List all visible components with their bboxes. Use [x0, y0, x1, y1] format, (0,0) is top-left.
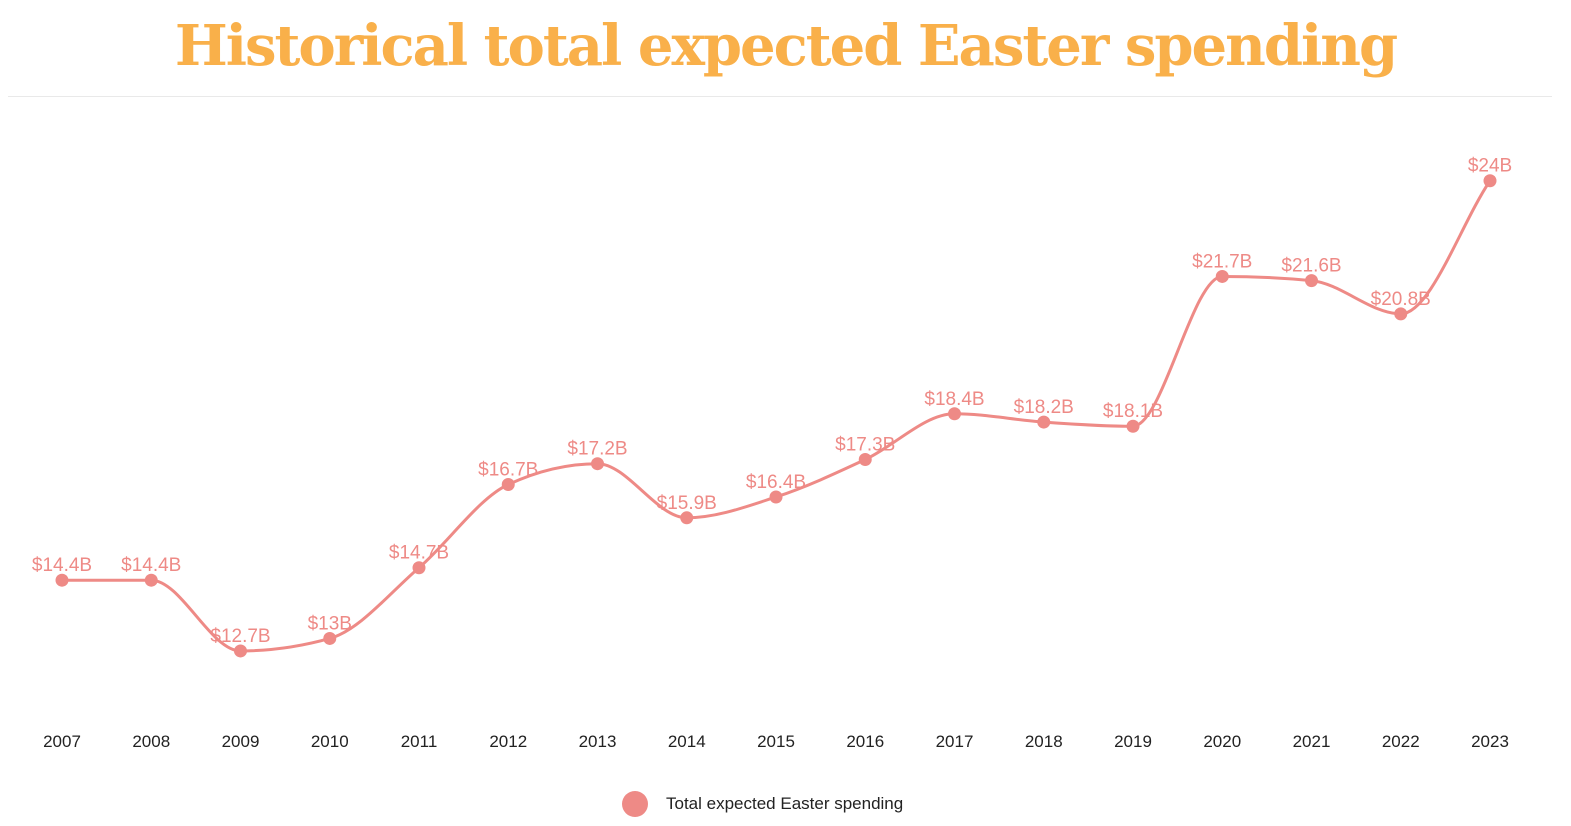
x-tick-label-2011: 2011 — [401, 732, 438, 751]
legend-swatch-icon — [622, 791, 648, 817]
data-point-2019[interactable] — [1126, 419, 1140, 433]
data-point-2017[interactable] — [948, 407, 961, 421]
data-label-2019: $18.1B — [1103, 401, 1163, 422]
data-point-2008[interactable] — [144, 573, 158, 587]
point-layer — [55, 174, 1497, 658]
data-point-2015[interactable] — [769, 490, 783, 504]
x-tick-label-2009: 2009 — [222, 732, 260, 751]
series-line — [60, 179, 1492, 653]
data-label-2018: $18.2B — [1014, 397, 1074, 418]
legend[interactable]: Total expected Easter spending — [622, 790, 903, 818]
data-label-2015: $16.4B — [746, 472, 806, 493]
data-label-2010: $13B — [308, 613, 352, 634]
data-point-2023[interactable] — [1483, 174, 1497, 188]
data-point-2013[interactable] — [591, 457, 604, 471]
data-point-2009[interactable] — [234, 644, 247, 658]
data-label-2022: $20.8B — [1371, 289, 1431, 310]
x-axis: 2007 2008 2009 2010 2011 2012 2013 2014 2015 2016… — [43, 732, 1509, 751]
data-label-2023: $24B — [1468, 156, 1512, 177]
data-point-2020[interactable] — [1215, 269, 1229, 283]
legend-label: Total expected Easter spending — [666, 794, 904, 813]
data-point-2021[interactable] — [1305, 274, 1318, 288]
data-label-2008: $14.4B — [121, 555, 181, 576]
x-tick-label-2014: 2014 — [668, 732, 706, 751]
data-label-2013: $17.2B — [567, 439, 627, 460]
x-tick-label-2007: 2007 — [43, 732, 81, 751]
data-point-2010[interactable] — [323, 631, 337, 645]
data-label-2016: $17.3B — [835, 435, 895, 456]
title-divider — [8, 96, 1552, 97]
x-tick-label-2023: 2023 — [1471, 732, 1509, 751]
x-tick-label-2013: 2013 — [579, 732, 617, 751]
x-tick-label-2021: 2021 — [1293, 732, 1331, 751]
data-label-2017: $18.4B — [924, 389, 984, 410]
data-label-2020: $21.7B — [1192, 251, 1252, 272]
data-label-2012: $16.7B — [478, 459, 538, 480]
x-tick-label-2008: 2008 — [132, 732, 170, 751]
data-label-2014: $15.9B — [657, 493, 717, 514]
x-tick-label-2015: 2015 — [757, 732, 795, 751]
data-point-2012[interactable] — [501, 477, 515, 491]
x-tick-label-2019: 2019 — [1114, 732, 1152, 751]
data-point-2007[interactable] — [55, 573, 69, 587]
series-layer — [60, 179, 1492, 653]
data-point-2022[interactable] — [1394, 307, 1408, 321]
data-point-2014[interactable] — [680, 511, 694, 525]
data-label-2021: $21.6B — [1281, 256, 1341, 277]
x-tick-label-2010: 2010 — [311, 732, 349, 751]
data-point-2011[interactable] — [412, 561, 426, 575]
value-label-layer: $14.4B $14.4B $12.7B $13B $14.7B $16.7B $17.2B… — [32, 156, 1512, 647]
x-tick-label-2022: 2022 — [1382, 732, 1420, 751]
x-tick-label-2016: 2016 — [846, 732, 884, 751]
x-tick-label-2020: 2020 — [1203, 732, 1241, 751]
data-label-2007: $14.4B — [32, 555, 92, 576]
x-tick-label-2018: 2018 — [1025, 732, 1063, 751]
x-tick-label-2017: 2017 — [936, 732, 974, 751]
data-label-2011: $14.7B — [389, 543, 449, 564]
data-point-2018[interactable] — [1037, 415, 1051, 429]
chart-title: Historical total expected Easter spendin… — [174, 13, 1398, 79]
data-point-2016[interactable] — [858, 453, 872, 467]
data-label-2009: $12.7B — [210, 626, 270, 647]
x-tick-label-2012: 2012 — [489, 732, 527, 751]
